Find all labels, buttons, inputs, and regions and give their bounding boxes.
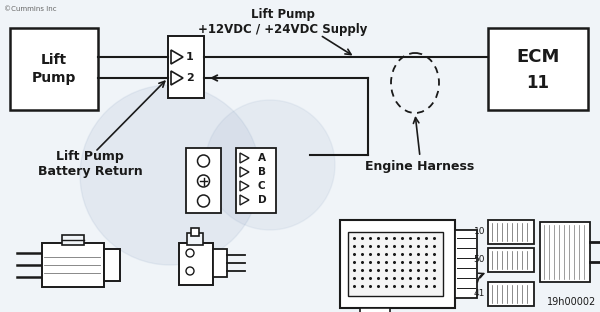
Text: 1: 1: [186, 52, 194, 62]
Text: 19h00002: 19h00002: [547, 297, 596, 307]
Circle shape: [80, 85, 260, 265]
Bar: [187, 233, 203, 245]
Bar: [488, 220, 534, 244]
Text: Lift Pump
Battery Return: Lift Pump Battery Return: [38, 150, 142, 178]
Text: C: C: [258, 181, 266, 191]
Bar: [186, 148, 221, 213]
Bar: [104, 249, 120, 281]
Bar: [10, 28, 98, 110]
Bar: [168, 36, 204, 98]
Text: Lift Pump
+12VDC / +24VDC Supply: Lift Pump +12VDC / +24VDC Supply: [199, 8, 368, 37]
Bar: [360, 308, 390, 312]
Bar: [236, 148, 276, 213]
Bar: [191, 228, 199, 236]
Bar: [213, 249, 227, 277]
Text: ECM: ECM: [517, 48, 560, 66]
Text: 50: 50: [473, 256, 485, 265]
Text: ©Cummins Inc: ©Cummins Inc: [4, 6, 56, 12]
Text: D: D: [258, 195, 266, 205]
Text: B: B: [258, 167, 266, 177]
Bar: [540, 222, 590, 282]
Bar: [488, 248, 534, 272]
Text: Lift
Pump: Lift Pump: [32, 53, 76, 85]
Text: 10: 10: [473, 227, 485, 236]
Bar: [488, 28, 588, 110]
Bar: [348, 232, 443, 296]
Text: A: A: [258, 153, 266, 163]
Text: Engine Harness: Engine Harness: [365, 160, 475, 173]
Bar: [455, 230, 477, 298]
Text: 41: 41: [473, 290, 485, 299]
Bar: [42, 243, 104, 287]
Text: 11: 11: [527, 74, 550, 92]
Bar: [488, 282, 534, 306]
Bar: [340, 220, 455, 308]
Text: 2: 2: [186, 73, 194, 83]
Bar: [179, 243, 213, 285]
Circle shape: [205, 100, 335, 230]
Bar: [62, 235, 84, 245]
